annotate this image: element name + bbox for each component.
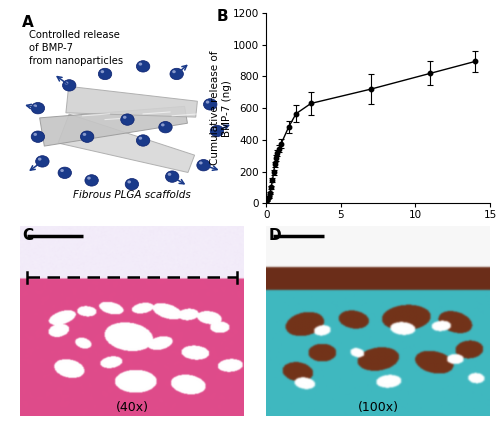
Ellipse shape bbox=[65, 81, 68, 85]
Ellipse shape bbox=[36, 155, 49, 167]
Text: D: D bbox=[268, 228, 281, 243]
Ellipse shape bbox=[100, 70, 104, 73]
Ellipse shape bbox=[31, 131, 44, 142]
Ellipse shape bbox=[34, 104, 37, 107]
Ellipse shape bbox=[123, 116, 126, 119]
Ellipse shape bbox=[80, 131, 94, 142]
Polygon shape bbox=[58, 114, 194, 173]
Ellipse shape bbox=[199, 161, 202, 164]
Ellipse shape bbox=[125, 179, 138, 190]
Text: C: C bbox=[22, 228, 34, 243]
Ellipse shape bbox=[62, 80, 76, 91]
Ellipse shape bbox=[136, 135, 150, 146]
Ellipse shape bbox=[161, 124, 164, 127]
Ellipse shape bbox=[128, 180, 131, 184]
Ellipse shape bbox=[210, 125, 224, 137]
Ellipse shape bbox=[206, 101, 210, 104]
Ellipse shape bbox=[60, 169, 64, 172]
Text: (40x): (40x) bbox=[116, 401, 148, 414]
Ellipse shape bbox=[120, 114, 134, 125]
Polygon shape bbox=[40, 106, 188, 146]
Text: (100x): (100x) bbox=[358, 401, 399, 414]
Ellipse shape bbox=[204, 99, 217, 110]
Ellipse shape bbox=[159, 121, 172, 133]
Ellipse shape bbox=[136, 60, 150, 72]
Ellipse shape bbox=[34, 133, 37, 136]
Ellipse shape bbox=[212, 127, 216, 130]
Text: Fibrous PLGA scaffolds: Fibrous PLGA scaffolds bbox=[73, 190, 191, 200]
Ellipse shape bbox=[87, 177, 90, 180]
Text: of BMP-7: of BMP-7 bbox=[29, 43, 73, 53]
Ellipse shape bbox=[38, 158, 42, 161]
Text: Controlled release: Controlled release bbox=[29, 30, 120, 40]
Ellipse shape bbox=[138, 137, 142, 140]
Ellipse shape bbox=[197, 159, 210, 171]
Ellipse shape bbox=[82, 133, 86, 136]
Text: A: A bbox=[22, 15, 34, 30]
Ellipse shape bbox=[170, 68, 183, 80]
Ellipse shape bbox=[168, 173, 172, 176]
Ellipse shape bbox=[58, 167, 71, 179]
X-axis label: Time (Days): Time (Days) bbox=[344, 226, 412, 236]
Ellipse shape bbox=[138, 63, 142, 66]
Polygon shape bbox=[66, 86, 198, 117]
Ellipse shape bbox=[166, 171, 179, 182]
Ellipse shape bbox=[31, 102, 44, 114]
Text: from nanoparticles: from nanoparticles bbox=[29, 57, 123, 67]
Ellipse shape bbox=[172, 70, 176, 73]
Text: B: B bbox=[217, 9, 228, 25]
Ellipse shape bbox=[98, 68, 112, 80]
Y-axis label: Cumulative release of
BMP-7 (ng): Cumulative release of BMP-7 (ng) bbox=[210, 51, 232, 166]
Ellipse shape bbox=[85, 175, 98, 186]
